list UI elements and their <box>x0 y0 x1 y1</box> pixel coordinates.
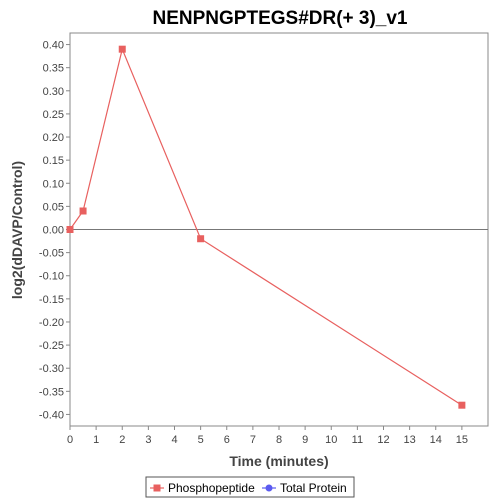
x-tick-label: 11 <box>352 434 363 446</box>
legend-label: Phosphopeptide <box>168 481 255 495</box>
y-tick-label: -0.30 <box>39 363 64 375</box>
data-point <box>118 45 126 53</box>
y-tick-label: 0.25 <box>43 109 64 121</box>
data-point <box>66 226 74 233</box>
x-tick-label: 9 <box>302 434 308 446</box>
y-tick-label: -0.05 <box>39 248 64 260</box>
data-point <box>79 207 87 215</box>
legend-box <box>145 476 355 498</box>
y-tick-label: -0.25 <box>39 340 64 352</box>
y-tick-label: -0.20 <box>39 317 64 329</box>
legend: Phosphopeptide Total Protein <box>145 476 355 498</box>
x-tick-label: 6 <box>224 434 230 446</box>
x-tick-label: 4 <box>171 434 177 446</box>
chart-title: NENPNGPTEGS#DR(+ 3)_v1 <box>153 8 408 29</box>
legend-marker <box>265 484 273 492</box>
y-tick-label: 0.35 <box>43 63 64 75</box>
x-tick-label: 2 <box>119 434 125 446</box>
y-tick-label: 0.05 <box>43 201 64 213</box>
y-tick-label: -0.15 <box>39 294 64 306</box>
x-tick-label: 10 <box>325 434 337 446</box>
x-tick-label: 15 <box>456 434 468 446</box>
y-tick-label: 0.15 <box>43 155 64 167</box>
x-axis: 0 1 2 3 4 5 6 7 8 9 10 11 12 13 14 15 <box>67 426 468 446</box>
y-tick-label: 0.00 <box>43 225 64 237</box>
x-tick-label: 14 <box>430 434 442 446</box>
data-point <box>197 235 205 243</box>
series-layer <box>66 45 466 409</box>
y-axis-label: log2(dDAVP/Control) <box>9 161 25 299</box>
x-tick-label: 1 <box>93 434 99 446</box>
x-tick-label: 12 <box>377 434 389 446</box>
y-tick-label: 0.40 <box>43 40 64 52</box>
x-tick-label: 5 <box>198 434 204 446</box>
y-axis: -0.40 -0.35 -0.30 -0.25 -0.20 -0.15 -0.10 -0.05… <box>39 40 70 421</box>
y-tick-label: -0.40 <box>39 409 64 421</box>
legend-marker <box>153 484 161 492</box>
x-tick-label: 13 <box>404 434 416 446</box>
x-tick-label: 7 <box>250 434 256 446</box>
y-tick-label: -0.10 <box>39 271 64 283</box>
data-point <box>458 401 466 409</box>
x-tick-label: 8 <box>276 434 282 446</box>
y-tick-label: -0.35 <box>39 386 64 398</box>
x-tick-label: 0 <box>67 434 73 446</box>
legend-label: Total Protein <box>280 481 347 495</box>
x-axis-label: Time (minutes) <box>229 453 328 469</box>
y-tick-label: 0.20 <box>43 132 64 144</box>
y-tick-label: 0.30 <box>43 86 64 98</box>
y-tick-label: 0.10 <box>43 178 64 190</box>
x-tick-label: 3 <box>145 434 151 446</box>
